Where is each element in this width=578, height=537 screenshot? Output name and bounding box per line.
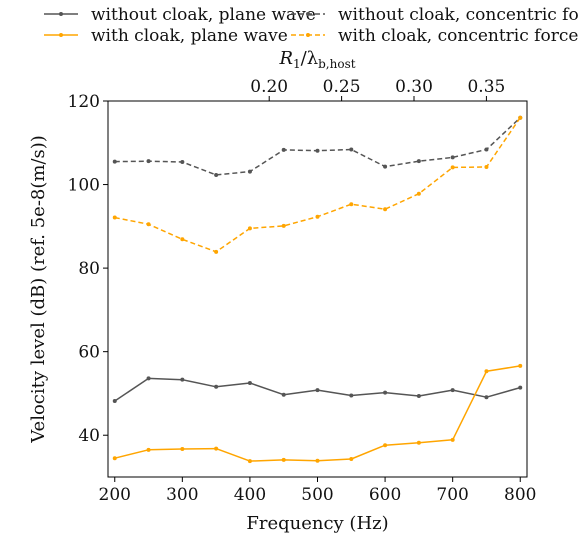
data-point [450, 155, 455, 160]
data-point [180, 447, 185, 452]
legend-entry-label: without cloak, plane wave [91, 5, 316, 25]
series-line [114, 117, 521, 176]
x-tick-label: 400 [234, 485, 266, 505]
top-tick-label: 0.35 [467, 77, 505, 97]
data-point [146, 447, 151, 452]
data-point [281, 392, 286, 397]
legend-swatch-marker [306, 33, 310, 37]
data-point [281, 457, 286, 462]
top-axis-title: R1/λb,host [278, 48, 355, 71]
data-point [416, 440, 421, 445]
data-point [281, 223, 286, 228]
data-point [484, 369, 489, 374]
x-tick-label: 700 [436, 485, 468, 505]
y-axis-label: Velocity level (dB) (ref. 5e-8(m/s)) [28, 135, 49, 444]
data-point [247, 169, 252, 174]
data-point [484, 147, 489, 152]
data-point [214, 446, 219, 451]
x-tick-label: 300 [166, 485, 198, 505]
data-point [247, 381, 252, 385]
data-point [180, 377, 185, 382]
data-point [383, 390, 388, 395]
x-tick-label: 500 [301, 485, 333, 505]
y-tick-label: 120 [68, 92, 100, 112]
data-point [281, 147, 286, 152]
series-line [114, 117, 521, 253]
data-point [416, 159, 421, 164]
data-point [315, 388, 320, 393]
data-point [484, 165, 489, 170]
data-point [146, 376, 151, 381]
data-point [146, 222, 151, 227]
x-axis-label: Frequency (Hz) [246, 513, 388, 534]
data-point [518, 363, 523, 368]
data-point [383, 164, 388, 169]
data-point [315, 214, 320, 219]
series-layer [112, 115, 523, 464]
top-axis-label: R1/λb,host [278, 48, 355, 71]
data-point [247, 459, 252, 464]
axis-ticks: 200 300 400 500 600 700 800 40 60 80 100 120 0.20 0.2… [68, 77, 537, 505]
x-tick-label: 200 [99, 485, 131, 505]
data-point [450, 165, 455, 170]
legend-swatch-marker [306, 12, 310, 16]
data-point [112, 456, 117, 461]
top-tick-label: 0.20 [250, 77, 288, 97]
y-tick-label: 100 [68, 176, 100, 196]
legend-swatch-marker [59, 12, 63, 16]
data-point [349, 202, 354, 207]
data-point [416, 191, 421, 196]
data-point [214, 384, 219, 389]
data-point [518, 115, 523, 120]
x-tick-label: 600 [369, 485, 401, 505]
data-point [349, 457, 354, 462]
top-tick-label: 0.30 [395, 77, 433, 97]
legend-entry-label: with cloak, concentric force [338, 26, 578, 46]
data-point [518, 385, 523, 390]
y-tick-label: 60 [78, 343, 100, 363]
data-point [315, 148, 320, 153]
data-point [416, 393, 421, 398]
data-point [315, 458, 320, 463]
data-point [247, 226, 252, 231]
data-point [180, 159, 185, 164]
x-tick-label: 800 [504, 485, 536, 505]
legend-entry-label: with cloak, plane wave [91, 26, 288, 46]
data-point [383, 207, 388, 212]
data-point [112, 398, 117, 403]
data-point [484, 395, 489, 400]
data-point [450, 388, 455, 393]
y-tick-label: 40 [78, 426, 100, 446]
legend-swatch-marker [59, 33, 63, 37]
top-tick-label: 0.25 [323, 77, 361, 97]
data-point [214, 249, 219, 254]
data-point [383, 443, 388, 448]
data-point [214, 172, 219, 177]
data-point [146, 159, 151, 164]
legend-entry-label: without cloak, concentric force [338, 5, 578, 25]
data-point [349, 147, 354, 152]
data-point [450, 437, 455, 442]
y-tick-label: 80 [78, 259, 100, 279]
data-point [112, 215, 117, 220]
data-point [180, 237, 185, 242]
data-point [349, 393, 354, 398]
data-point [112, 159, 117, 164]
plot-frame [107, 100, 528, 478]
